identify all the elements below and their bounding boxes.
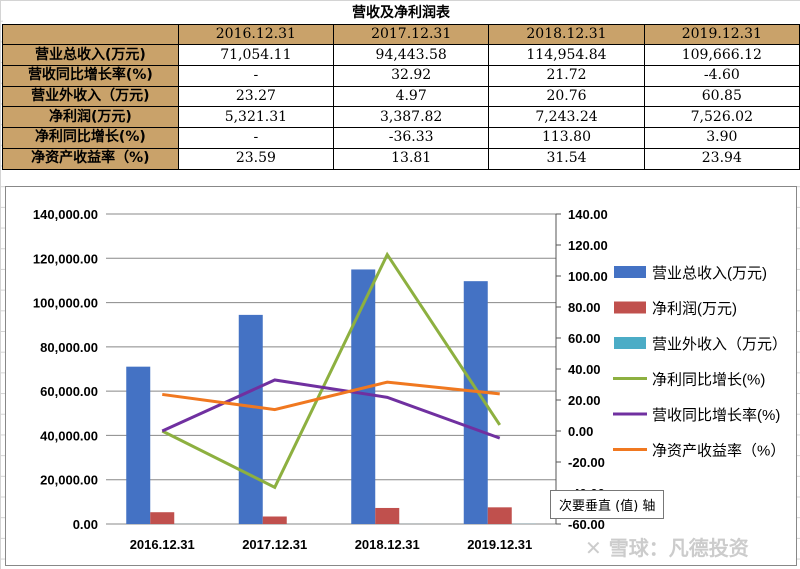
legend-swatch	[614, 301, 646, 314]
data-table: 营收及净利润表 2016.12.31 2017.12.31 2018.12.31…	[2, 4, 800, 170]
secondary-tick-label: 80.00	[568, 300, 601, 315]
table-cell[interactable]: 7,243.24	[488, 106, 645, 129]
table-cell[interactable]: -	[177, 127, 335, 149]
row-label[interactable]: 营业外收入（万元)	[2, 85, 179, 108]
primary-tick-label: 120,000.00	[33, 251, 98, 266]
row-label[interactable]: 净资产收益率（%)	[2, 147, 179, 170]
table-title: 营收及净利润表	[2, 4, 800, 25]
row-label[interactable]: 营收同比增长率(%)	[2, 65, 179, 87]
secondary-tick-label: 140.00	[568, 207, 608, 222]
primary-tick-label: 60,000.00	[40, 384, 98, 399]
table-cell[interactable]: -4.60	[643, 65, 800, 87]
row-label[interactable]: 营业总收入(万元)	[2, 44, 179, 67]
table-cell[interactable]: 71,054.11	[177, 44, 335, 67]
table-row: 营业总收入(万元) 71,054.11 94,443.58 114,954.84 109…	[2, 44, 800, 67]
table-cell[interactable]: 4.97	[333, 85, 490, 108]
table-cell[interactable]: 21.72	[488, 65, 645, 87]
legend-label: 营收同比增长率(%)	[652, 407, 780, 424]
row-label[interactable]: 净利同比增长(%)	[2, 127, 179, 149]
category-label: 2016.12.31	[130, 537, 195, 552]
primary-tick-label: 140,000.00	[33, 207, 98, 222]
chart[interactable]: 0.00 20,000.00 40,000.00 60,000.00 80,000.00…	[5, 186, 797, 566]
line-series-2	[162, 380, 500, 412]
legend-label: 净资产收益率（%）	[652, 443, 785, 460]
table-cell[interactable]: 20.76	[488, 85, 645, 108]
category-label: 2018.12.31	[355, 537, 420, 552]
line-series-1	[161, 378, 501, 440]
table-cell[interactable]: 60.85	[643, 85, 800, 108]
table-cell[interactable]: 31.54	[488, 147, 645, 170]
legend-swatch	[614, 337, 646, 349]
table-cell[interactable]: 3,387.82	[333, 106, 490, 129]
table-row: 营收同比增长率(%) -32.92 21.72 -4.60	[2, 65, 800, 87]
table-cell[interactable]: 3.90	[643, 127, 800, 149]
bar-1	[375, 507, 400, 524]
secondary-tick-label: 60.00	[568, 331, 601, 346]
secondary-tick-label: 0.00	[568, 424, 593, 439]
table-row: 营业外收入（万元) 23.27 4.97 20.76 60.85	[2, 85, 800, 108]
bar-0	[238, 314, 263, 524]
watermark: ✕ 雪球：凡德投资	[585, 536, 749, 560]
secondary-tick-label: 120.00	[568, 238, 608, 253]
secondary-tick-label: 20.00	[568, 393, 601, 408]
primary-tick-label: 100,000.00	[33, 296, 98, 311]
secondary-tick-label: -20.00	[568, 455, 605, 470]
legend-label: 净利同比增长(%)	[652, 372, 765, 389]
table-cell[interactable]: 13.81	[333, 147, 490, 170]
legend-label: 营业总收入(万元)	[652, 265, 767, 282]
primary-tick-label: 0.00	[73, 517, 98, 532]
table-cell[interactable]: 109,666.12	[643, 44, 800, 67]
secondary-tick-label: -60.00	[568, 517, 605, 532]
primary-tick-label: 20,000.00	[40, 473, 98, 488]
bar-1	[150, 512, 175, 524]
legend-label: 净利润(万元)	[652, 301, 737, 318]
table-cell[interactable]: 5,321.31	[177, 106, 335, 129]
header-blank	[2, 23, 179, 46]
chart-svg: 0.00 20,000.00 40,000.00 60,000.00 80,000.00…	[33, 207, 787, 552]
legend-label: 营业外收入（万元）	[652, 336, 787, 353]
table-cell[interactable]: 23.94	[643, 147, 800, 170]
bar-0	[351, 269, 376, 524]
table-cell[interactable]: 113.80	[488, 127, 645, 149]
legend-swatch	[614, 266, 646, 278]
table-cell[interactable]: 32.92	[333, 65, 490, 87]
line-series-0	[161, 251, 502, 490]
category-label: 2019.12.31	[467, 537, 532, 552]
col-header[interactable]: 2016.12.31	[177, 23, 335, 46]
table-cell[interactable]: -	[177, 65, 335, 87]
table-cell[interactable]: 23.59	[177, 147, 335, 170]
primary-tick-label: 40,000.00	[40, 428, 98, 443]
row-label[interactable]: 净利润(万元)	[2, 106, 179, 129]
secondary-tick-label: 40.00	[568, 362, 601, 377]
table-row: 净利润(万元) 5,321.31 3,387.82 7,243.24 7,526.02	[2, 106, 800, 129]
bar-1	[487, 507, 512, 524]
category-label: 2017.12.31	[242, 537, 307, 552]
primary-tick-label: 80,000.00	[40, 340, 98, 355]
table-cell[interactable]: 94,443.58	[333, 44, 490, 67]
table-cell[interactable]: 114,954.84	[488, 44, 645, 67]
axis-tooltip: 次要垂直 (值) 轴	[550, 490, 665, 519]
table-cell[interactable]: 23.27	[177, 85, 335, 108]
table-cell[interactable]: -36.33	[333, 127, 490, 149]
table-row: 净资产收益率（%) 23.59 13.81 31.54 23.94	[2, 147, 800, 170]
bar-1	[262, 516, 287, 524]
col-header[interactable]: 2018.12.31	[488, 23, 645, 46]
table-cell[interactable]: 7,526.02	[643, 106, 800, 129]
table-row: 净利同比增长(%) - -36.33 113.80 3.90	[2, 127, 800, 149]
secondary-tick-label: 100.00	[568, 269, 608, 284]
bar-0	[126, 366, 151, 524]
col-header[interactable]: 2017.12.31	[333, 23, 490, 46]
col-header[interactable]: 2019.12.31	[643, 23, 800, 46]
